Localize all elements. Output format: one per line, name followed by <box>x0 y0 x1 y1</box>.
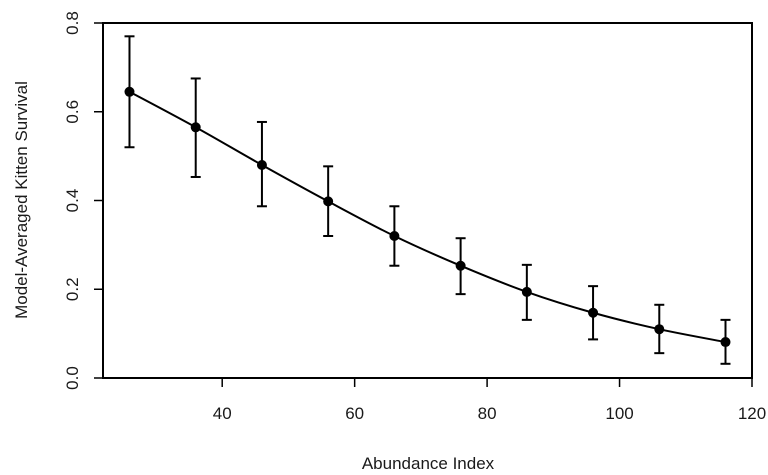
y-tick-label: 0.8 <box>63 11 82 35</box>
y-tick-label: 0.4 <box>63 189 82 213</box>
x-tick-label: 40 <box>213 404 232 423</box>
data-point <box>323 196 334 207</box>
data-point <box>654 324 665 335</box>
data-point <box>389 231 400 241</box>
x-tick-label: 60 <box>345 404 364 423</box>
data-point <box>455 260 466 271</box>
x-axis: 40 60 80 100 120 <box>213 378 766 423</box>
y-tick-label: 0.0 <box>63 366 82 390</box>
data-point <box>256 160 267 170</box>
x-tick-label: 100 <box>605 404 633 423</box>
data-point <box>588 307 599 318</box>
y-tick-label: 0.6 <box>63 100 82 124</box>
data-point <box>521 286 532 297</box>
x-axis-title: Abundance Index <box>362 454 495 473</box>
data-points <box>124 86 731 348</box>
data-point <box>190 122 201 133</box>
data-point <box>124 86 135 97</box>
y-axis: 0.0 0.2 0.4 0.6 0.8 <box>63 11 103 390</box>
y-tick-label: 0.2 <box>63 277 82 301</box>
error-bars <box>124 35 731 365</box>
x-tick-label: 120 <box>738 404 766 423</box>
series-line <box>129 90 726 344</box>
plot-frame <box>102 22 753 379</box>
data-point <box>720 337 731 348</box>
y-axis-title: Model-Averaged Kitten Survival <box>12 81 31 319</box>
x-tick-label: 80 <box>478 404 497 423</box>
